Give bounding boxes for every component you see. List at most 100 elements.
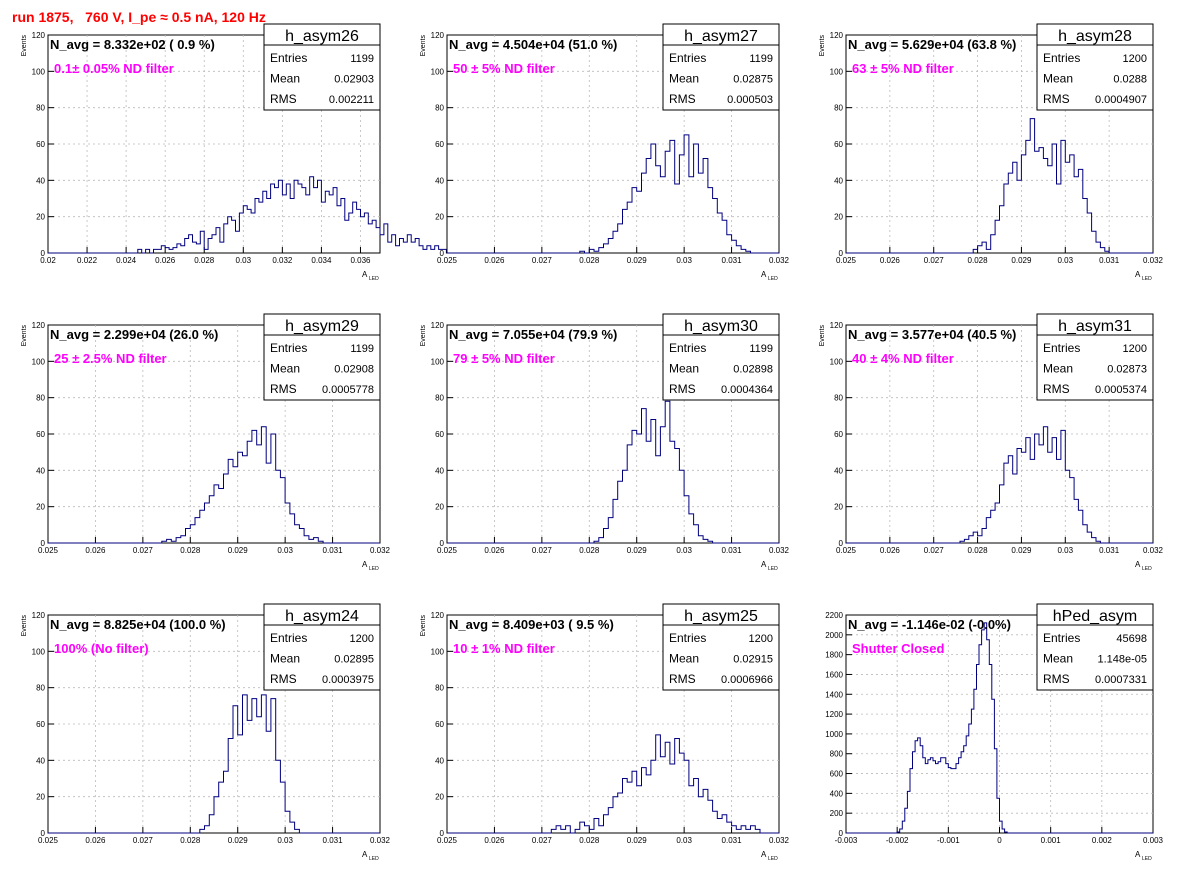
y-tick-label: 600: [830, 770, 844, 779]
x-axis-label-sub: LED: [768, 276, 778, 282]
stats-rms-value: 0.0006966: [721, 674, 773, 686]
y-axis-label: Events: [420, 615, 427, 637]
stats-title: hPed_asym: [1053, 608, 1138, 625]
stats-box: [263, 23, 381, 111]
stats-entries-value: 1199: [350, 53, 374, 65]
stats-mean-value: 0.02908: [334, 364, 374, 376]
x-tick-label: 0.028: [579, 546, 600, 555]
y-tick-label: 80: [36, 104, 45, 113]
plot-area: 0.025 0.026 0.027 0.028 0.029 0.03 0.031 0.032 0…: [819, 313, 1164, 572]
x-tick-label: 0.025: [437, 546, 458, 555]
x-tick-label: 0.028: [968, 256, 989, 265]
y-tick-label: 20: [435, 503, 444, 512]
y-tick-label: 1800: [825, 651, 843, 660]
x-tick-label: 0.031: [722, 256, 743, 265]
stats-mean-value: 0.02873: [1107, 364, 1147, 376]
x-tick-label: 0.026: [85, 836, 106, 845]
x-tick-label: 0.031: [323, 546, 344, 555]
x-axis-label: A: [1135, 850, 1141, 859]
stats-title: h_asym28: [1058, 28, 1132, 45]
x-tick-label: 0.003: [1143, 836, 1164, 845]
plot-area: 0.025 0.026 0.027 0.028 0.029 0.03 0.031 0.032 0…: [420, 603, 790, 862]
x-axis-label-sub: LED: [1142, 856, 1152, 862]
stats-rms-label: RMS: [669, 672, 696, 686]
y-tick-label: 80: [36, 394, 45, 403]
y-tick-label: 0: [41, 539, 46, 548]
y-axis-label: Events: [21, 325, 28, 347]
x-tick-label: 0.032: [769, 546, 790, 555]
x-tick-label: 0.032: [370, 546, 391, 555]
x-tick-label: 0.032: [1143, 256, 1164, 265]
x-tick-label: 0.028: [180, 546, 201, 555]
y-tick-label: 40: [36, 176, 45, 185]
x-tick-label: 0.025: [836, 546, 857, 555]
x-tick-label: 0.028: [194, 256, 215, 265]
y-tick-label: 200: [830, 809, 844, 818]
y-tick-label: 1600: [825, 670, 843, 679]
y-tick-label: 100: [830, 357, 844, 366]
x-tick-label: 0.025: [38, 836, 59, 845]
x-tick-label: 0.03: [676, 836, 692, 845]
histogram-panel-h_asym25: 0.025 0.026 0.027 0.028 0.029 0.03 0.031 0.032 0…: [420, 603, 790, 862]
y-axis-label: Events: [420, 325, 427, 347]
x-tick-label: 0.032: [1143, 546, 1164, 555]
y-tick-label: 100: [830, 67, 844, 76]
stats-entries-value: 1199: [749, 53, 773, 65]
y-tick-label: 120: [32, 321, 46, 330]
histogram-series: [48, 176, 560, 254]
stats-rms-value: 0.0005778: [322, 384, 374, 396]
y-tick-label: 0: [839, 249, 844, 258]
y-tick-label: 2200: [825, 611, 843, 620]
y-tick-label: 100: [431, 67, 445, 76]
n-avg-label: N_avg = -1.146e-02 (-0.0%): [848, 617, 1011, 632]
x-tick-label: 0.03: [277, 836, 293, 845]
y-tick-label: 0: [440, 249, 445, 258]
stats-entries-label: Entries: [1043, 341, 1080, 355]
y-tick-label: 1200: [825, 710, 843, 719]
x-tick-label: 0.032: [769, 256, 790, 265]
x-tick-label: 0.025: [38, 546, 59, 555]
x-tick-label: 0.029: [627, 256, 648, 265]
y-tick-label: 80: [834, 394, 843, 403]
y-tick-label: 800: [830, 750, 844, 759]
x-axis-label-sub: LED: [768, 566, 778, 572]
x-tick-label: -0.003: [835, 836, 858, 845]
stats-entries-value: 1200: [1123, 53, 1147, 65]
stats-mean-label: Mean: [669, 362, 699, 376]
y-tick-label: 60: [834, 430, 843, 439]
filter-label: Shutter Closed: [852, 641, 945, 656]
stats-entries-label: Entries: [669, 631, 706, 645]
stats-rms-value: 0.0005374: [1095, 384, 1147, 396]
x-tick-label: 0.026: [880, 256, 901, 265]
stats-entries-value: 1199: [350, 343, 374, 355]
y-tick-label: 100: [431, 647, 445, 656]
x-tick-label: 0.025: [437, 836, 458, 845]
y-tick-label: 60: [435, 430, 444, 439]
histogram-panel-hPed_asym: -0.003 -0.002 -0.001 0 0.001 0.002 0.003 0 200 40…: [825, 603, 1164, 862]
stats-rms-value: 0.0004907: [1095, 94, 1147, 106]
stats-title: h_asym26: [285, 28, 359, 45]
plot-area: 0.025 0.026 0.027 0.028 0.029 0.03 0.031 0.032 0…: [420, 23, 790, 282]
n-avg-label: N_avg = 8.409e+03 ( 9.5 %): [449, 617, 614, 632]
histogram-panel-h_asym31: 0.025 0.026 0.027 0.028 0.029 0.03 0.031 0.032 0…: [819, 313, 1164, 572]
histogram-series: [447, 400, 779, 544]
y-tick-label: 120: [32, 611, 46, 620]
n-avg-label: N_avg = 2.299e+04 (26.0 %): [50, 327, 218, 342]
x-tick-label: 0: [997, 836, 1002, 845]
y-tick-label: 40: [834, 466, 843, 475]
x-axis-label-sub: LED: [1142, 566, 1152, 572]
y-tick-label: 40: [36, 466, 45, 475]
stats-entries-label: Entries: [669, 51, 706, 65]
filter-label: 10 ± 1% ND filter: [453, 641, 555, 656]
x-tick-label: 0.031: [1099, 256, 1120, 265]
y-tick-label: 80: [435, 684, 444, 693]
y-tick-label: 0: [839, 829, 844, 838]
y-tick-label: 80: [834, 104, 843, 113]
x-tick-label: 0.032: [272, 256, 293, 265]
n-avg-label: N_avg = 4.504e+04 (51.0 %): [449, 37, 617, 52]
y-axis-label: Events: [819, 35, 826, 57]
y-tick-label: 0: [41, 829, 46, 838]
x-tick-label: 0.001: [1041, 836, 1062, 845]
stats-title: h_asym30: [684, 318, 758, 335]
stats-rms-label: RMS: [669, 92, 696, 106]
